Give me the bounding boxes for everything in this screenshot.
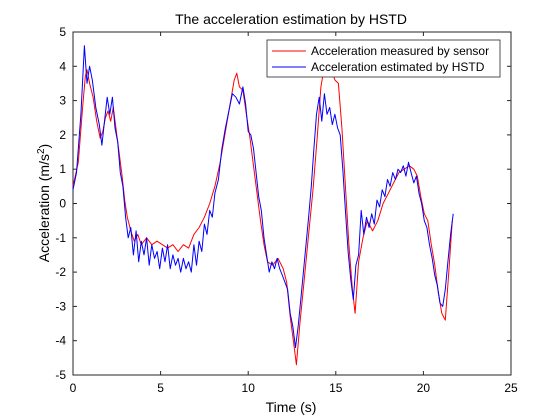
x-tick-label: 20 <box>417 381 431 395</box>
y-tick-label: 5 <box>59 25 66 39</box>
legend: Acceleration measured by sensor Accelera… <box>266 39 501 78</box>
series-line-estimated <box>72 45 454 349</box>
x-tick-label: 15 <box>329 381 343 395</box>
x-tick-label: 25 <box>504 381 518 395</box>
y-axis: -5 -4 -3 -2 -1 0 1 2 3 4 5 <box>55 25 511 382</box>
x-tick-label: 5 <box>157 381 164 395</box>
y-tick-label: -4 <box>55 334 66 348</box>
y-tick-label: 0 <box>59 197 66 211</box>
legend-box <box>266 39 501 78</box>
plot-frame <box>72 31 512 376</box>
legend-label-measured: Acceleration measured by sensor <box>311 44 489 58</box>
x-axis: 0 5 10 15 20 25 <box>70 32 518 395</box>
x-tick-label: 10 <box>242 381 256 395</box>
y-tick-label: 2 <box>59 128 66 142</box>
plot-area: 0 5 10 15 20 25 -5 -4 -3 -2 -1 0 1 2 3 4 5 <box>55 25 518 395</box>
y-tick-label: -3 <box>55 299 66 313</box>
y-axis-label: Acceleration (m/s2) <box>36 144 52 262</box>
x-tick-label: 0 <box>70 381 77 395</box>
series-line-measured <box>72 65 453 366</box>
y-tick-label: 3 <box>59 94 66 108</box>
chart-title: The acceleration estimation by HSTD <box>175 11 407 27</box>
y-tick-label: -2 <box>55 265 66 279</box>
y-tick-label: -1 <box>55 231 66 245</box>
y-tick-label: 4 <box>59 59 66 73</box>
y-tick-label: 1 <box>59 162 66 176</box>
series-layer <box>72 45 454 366</box>
x-axis-label: Time (s) <box>266 399 317 415</box>
y-tick-label: -5 <box>55 368 66 382</box>
legend-label-estimated: Acceleration estimated by HSTD <box>311 60 485 74</box>
